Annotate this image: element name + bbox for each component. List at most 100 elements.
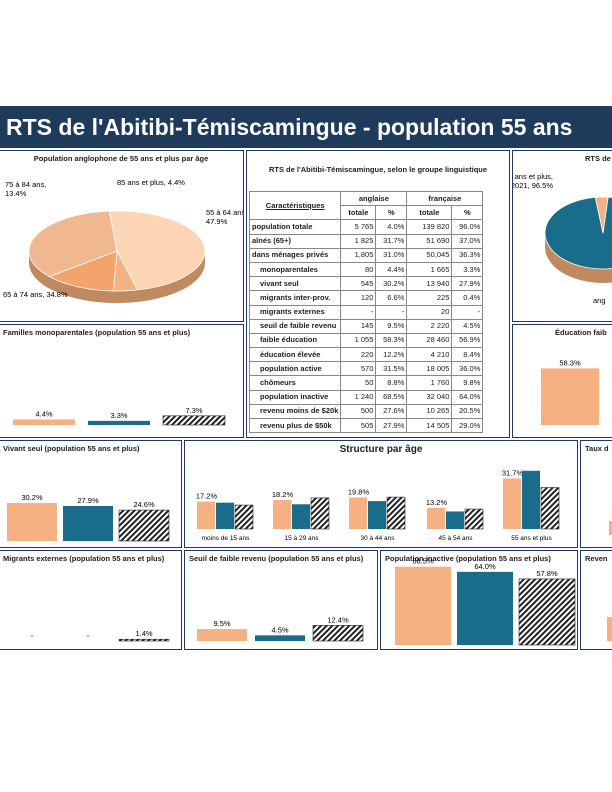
data-label: 30.2%	[21, 493, 43, 502]
table-cell: 0.4%	[451, 290, 484, 306]
table-cell: -	[340, 304, 377, 320]
data-label: 1.4%	[135, 629, 152, 638]
pie-lang-chart: française - 55 ans et plus,2021, 96.5% an…	[513, 172, 612, 305]
table-cell: 1,805	[340, 247, 377, 263]
table-header-sub: %	[375, 205, 408, 221]
table-cell: 30.2%	[375, 276, 408, 292]
table-row-label: dans ménages privés	[248, 247, 342, 263]
data-label: 13.2%	[426, 498, 448, 507]
pie-lang-panel: RTS de française - 55 ans et plus,2021, …	[512, 150, 612, 322]
pie-slice	[108, 210, 206, 291]
table-row-label: faible éducation	[248, 332, 342, 349]
data-label: -	[87, 631, 90, 640]
table-cell: 27.9%	[375, 417, 408, 434]
educ-panel: Éducation faib 58.3%	[512, 324, 612, 438]
migr-chart: - - 1.4%	[31, 629, 170, 642]
table-cell: 4.4%	[375, 261, 408, 278]
bar	[349, 497, 367, 529]
data-label: 19.8%	[348, 487, 370, 496]
bar	[310, 497, 330, 530]
bar	[522, 470, 540, 529]
table-row: revenu moins de $20k 500 27.6% 10 265 20.5%	[248, 403, 484, 420]
table-header-sub: totale	[406, 205, 453, 221]
table-row: population active 570 31.5% 18 005 36.0%	[248, 361, 484, 377]
slice-label: 65 à 74 ans, 34.8%	[3, 290, 68, 299]
table-row: revenu plus de $50k 505 27.9% 14 505 29.0%	[248, 417, 484, 434]
table-row-label: revenu moins de $20k	[248, 403, 342, 420]
table-cell: -	[375, 304, 408, 320]
slice-label: française - 55 ans et plus,2021, 96.5%	[513, 172, 553, 190]
table-row-label: population active	[248, 361, 342, 377]
table-title: RTS de l'Abitibi-Témiscamingue, selon le…	[268, 165, 488, 174]
table-row-label: population inactive	[248, 389, 342, 405]
table-cell: -	[451, 304, 484, 320]
table-row-label: migrants externes	[248, 304, 342, 320]
bar	[368, 501, 386, 529]
bar	[118, 509, 170, 542]
table-cell: 545	[340, 276, 377, 292]
table-cell: 68.5%	[375, 389, 408, 405]
pie-anglo-chart: 55 à 64 ans, 47.9% 85 ans et plus, 4.4% 75 …	[3, 178, 243, 303]
bar	[427, 507, 445, 529]
table-cell: 3.3%	[451, 261, 484, 278]
reven-chart	[607, 617, 612, 641]
table-cell: 9.5%	[375, 318, 408, 334]
table-row: chômeurs 50 8.8% 1 760 9.8%	[248, 375, 484, 391]
table-cell: 4.0%	[375, 219, 408, 235]
table-row-label: population totale	[248, 219, 342, 235]
table-cell: 4.5%	[451, 318, 484, 334]
table-row: population inactive 1 240 68.5% 32 040 64.0%	[248, 389, 484, 405]
data-label: 57.8%	[536, 569, 558, 578]
faible-title: Seuil de faible revenu (population 55 an…	[189, 554, 364, 563]
table-cell: 1 825	[340, 233, 377, 249]
migr-title: Migrants externes (population 55 ans et …	[3, 554, 165, 563]
table-cell: 31.5%	[375, 361, 408, 377]
table-cell: 50	[340, 375, 377, 391]
table-row-label: migrants inter-prov.	[248, 290, 342, 306]
inactive-title: Population inactive (population 55 ans e…	[385, 554, 551, 563]
table-header-group: française	[406, 190, 484, 207]
table-row: migrants externes - -20-	[248, 304, 484, 320]
data-label: 24.6%	[133, 500, 155, 509]
table-header-char: Caractéristiques	[248, 190, 342, 221]
table-cell: 20	[406, 304, 453, 320]
inactive-chart: 68.5% 64.0% 57.8%	[395, 557, 576, 646]
educ-chart: 58.3%	[541, 358, 599, 425]
age-chart: 17.2% moins de 15 ans 18.2% 15 à 29 ans 19.8…	[196, 468, 560, 542]
table-cell: 8.8%	[375, 375, 408, 391]
bar	[540, 487, 560, 530]
bar	[518, 578, 576, 646]
table-cell: 10 265	[406, 403, 453, 420]
x-tick-label: 30 à 44 ans	[361, 535, 396, 542]
taux-panel: Taux d	[580, 440, 612, 548]
seul-panel: Vivant seul (population 55 ans et plus) …	[0, 440, 182, 548]
table-cell: 2 220	[406, 318, 453, 334]
table-cell: 31.0%	[375, 247, 408, 263]
table-cell: 500	[340, 403, 377, 420]
mono-chart: 4.4% 3.3% 7.3%	[13, 406, 226, 426]
table-cell: 32 040	[406, 389, 453, 405]
table-cell: 29.0%	[451, 417, 484, 434]
bar	[255, 635, 305, 641]
table-cell: 64.0%	[451, 389, 484, 405]
table-cell: 36.0%	[451, 361, 484, 377]
table-cell: 13 940	[406, 276, 453, 292]
table-cell: 51 690	[406, 233, 453, 249]
table-cell: 5 765	[340, 219, 377, 235]
data-label: 68.5%	[412, 557, 434, 566]
data-label: 17.2%	[196, 492, 218, 501]
pie-lang-title: RTS de	[585, 154, 611, 163]
taux-title: Taux d	[585, 444, 609, 453]
data-table: Caractéristiques anglaise française tota…	[248, 190, 484, 434]
table-cell: 27.9%	[451, 276, 484, 292]
bar	[7, 503, 57, 541]
table-row-label: chômeurs	[248, 375, 342, 391]
table-row: population totale 5 765 4.0% 139 820 96.0%	[248, 219, 484, 235]
pie-anglo-panel: Population anglophone de 55 ans et plus …	[0, 150, 244, 322]
bar	[197, 501, 215, 529]
reven-title: Reven	[585, 554, 608, 563]
seul-chart: 30.2% 27.9% 24.6%	[7, 493, 170, 542]
table-cell: 96.0%	[451, 219, 484, 235]
table-row-label: éducation élevée	[248, 347, 342, 363]
pie-slice	[594, 196, 609, 234]
